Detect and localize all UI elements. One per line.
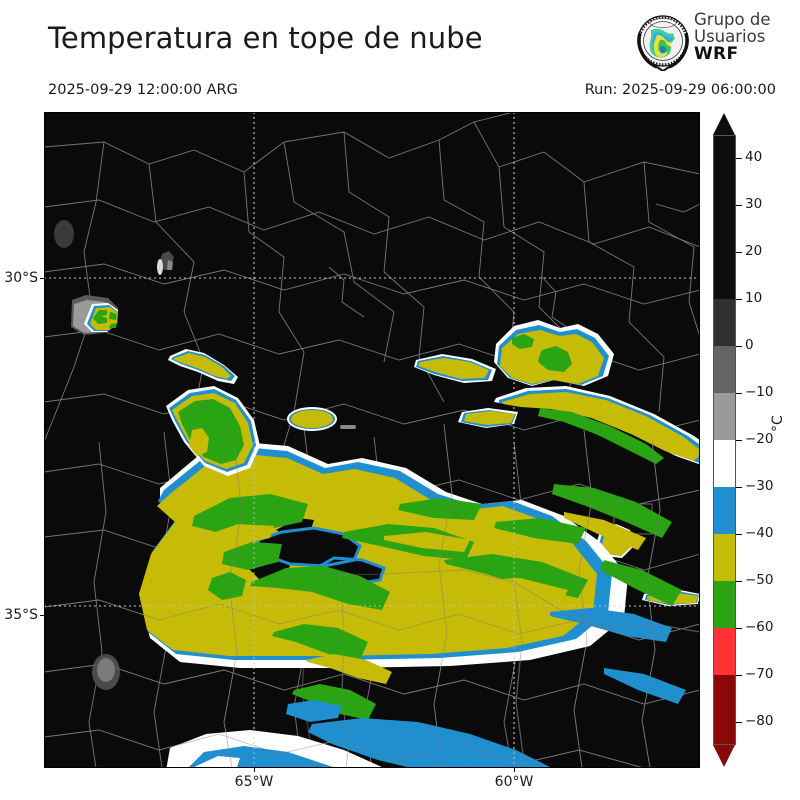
cloud-top-temperature-raster [44,112,700,768]
gray-patch-nw-core [167,260,173,270]
colorbar-tick-label--50: −50 [745,571,774,588]
wrf-user-group-logo: Grupo de Usuarios WRF [634,10,794,75]
colorbar-band-dark-red [713,674,736,745]
colorbar-tick-label--40: −40 [745,524,774,541]
colorbar-band-olive-yellow [713,533,736,581]
colorbar-band-blue [713,486,736,534]
valid-time-label: 2025-09-29 12:00:00 ARG [48,82,238,98]
band-northeast-main [494,320,614,386]
colorbar-tick-label-10: 10 [745,290,763,307]
colorbar-band-dark-gray [713,299,736,347]
cell-north-central [168,349,238,384]
colorbar-tick--20 [736,440,742,441]
colorbar-tick--10 [736,393,742,395]
colorbar-band-red [713,627,736,675]
map-plot-area [44,112,700,768]
colorbar-tick-label--20: −20 [745,431,774,447]
band-northeast-upper [414,354,496,383]
mcs-olive-stripes [202,512,646,684]
logo-line-2: Usuarios [694,26,766,46]
admin-boundaries-overlay [44,423,700,768]
run-time-label: Run: 2025-09-29 06:00:00 [584,82,776,98]
colorbar-extend-max-arrow [713,113,735,135]
wrf-globe-emblem-icon [637,15,689,71]
logo-line-1: Grupo de [694,10,771,29]
colorbar-band-mid-gray [713,346,736,394]
xtick-label-65W: 65°W [234,774,274,790]
lat-lon-gridlines-overlay [44,442,700,768]
band-northeast-filament-2 [458,408,518,428]
colorbar-tick-label--60: −60 [745,618,774,635]
colorbar-band-white [713,440,736,487]
colorbar-extend-min-arrow [713,745,735,767]
cell-northwest [71,295,118,335]
xtick-label-60W: 60°W [494,774,534,790]
colorbar-tick-label--80: −80 [745,712,774,729]
white-speck-nw [157,259,163,275]
colorbar-tick--50 [736,580,742,582]
ytick-label-35S: 35°S [4,607,38,623]
colorbar-tick-10 [736,299,742,301]
xtick-60W [514,768,515,772]
mcs-green-cores [192,484,682,720]
ytick-30S [40,278,44,279]
colorbar-tick--60 [736,627,742,629]
colorbar-tick--80 [736,721,742,723]
colorbar-tick-label-40: 40 [745,149,763,166]
eastern-blue-tongues [286,608,686,722]
scattered-specks [54,220,120,690]
colorbar-tick-0 [736,346,742,348]
colorbar-tick--40 [736,533,742,535]
xtick-65W [254,768,255,772]
colorbar-tick-40 [736,158,742,160]
ytick-label-30S: 30°S [4,270,38,286]
colorbar-tick-label--10: −10 [745,384,774,401]
colorbar-tick-label--70: −70 [745,665,774,682]
colorbar-band-light-gray [713,393,736,440]
colorbar [713,135,736,745]
colorbar-tick-label-20: 20 [745,243,763,260]
cell-north-east [287,407,356,431]
colorbar-tick-label--30: −30 [745,477,774,494]
band-northeast-filament-1 [494,386,700,465]
colorbar-unit-label: °C [770,415,786,432]
colorbar-tick-label-30: 30 [745,196,763,213]
colorbar-tick-label-0: 0 [745,337,754,354]
logo-line-3: WRF [694,43,739,64]
colorbar-band-black-warm-clearsky [713,135,736,300]
colorbar-tick-30 [736,205,742,207]
ytick-35S [40,615,44,616]
colorbar-tick--70 [736,674,742,676]
colorbar-tick-20 [736,252,742,254]
southern-cold-sector [166,718,552,768]
logo-text: Grupo de Usuarios WRF [694,10,771,64]
colorbar-band-green [713,580,736,628]
page-title: Temperatura en tope de nube [48,21,483,55]
colorbar-tick--30 [736,486,742,488]
